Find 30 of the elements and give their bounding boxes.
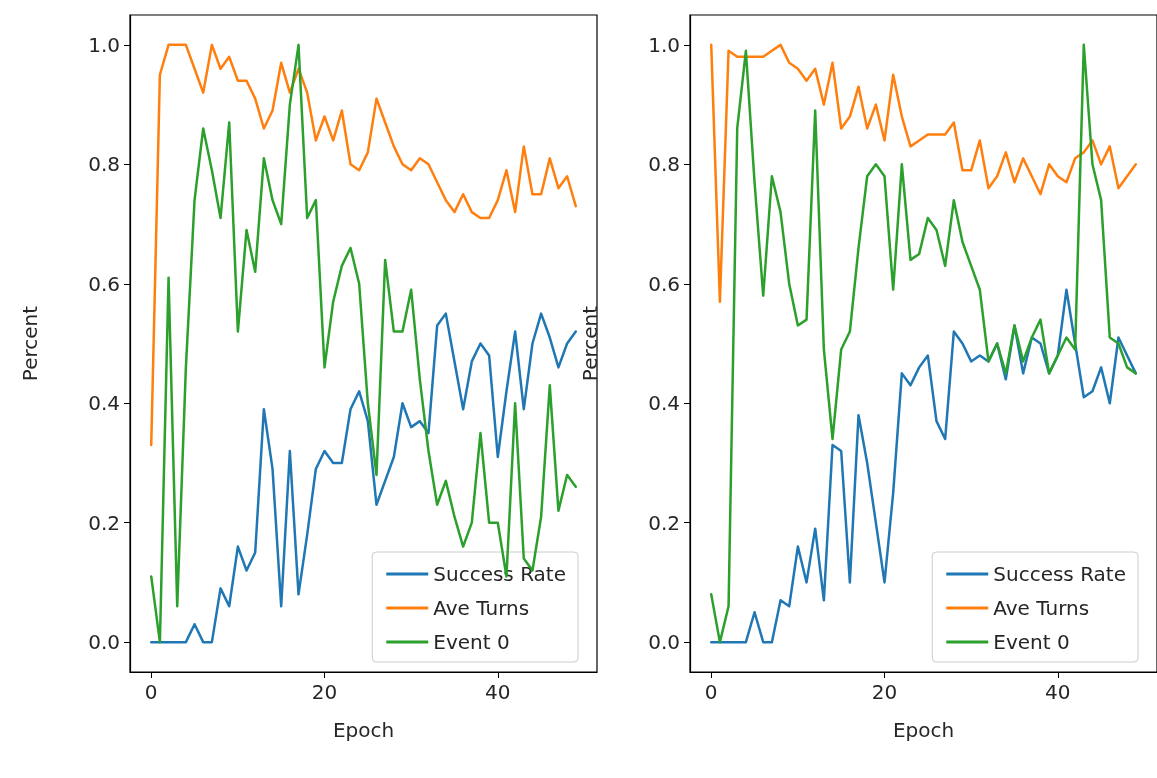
legend-label: Ave Turns [993, 596, 1090, 620]
legend-label: Success Rate [993, 562, 1127, 586]
y-tick-label: 0.2 [648, 510, 680, 535]
line-series [149, 43, 578, 447]
legend-label: Success Rate [433, 562, 567, 586]
y-tick-label: 0.6 [648, 271, 680, 296]
y-tick-label: 0.8 [648, 152, 680, 177]
x-tick-label: 40 [1045, 680, 1071, 704]
legend-label: Ave Turns [433, 596, 530, 620]
y-tick-label: 1.0 [648, 32, 680, 57]
x-axis-title: Epoch [332, 718, 395, 742]
x-tick-label: 0 [704, 680, 718, 704]
legend-label: Event 0 [993, 630, 1070, 654]
y-axis-title: Percent [578, 305, 602, 382]
y-tick-label: 0.4 [648, 391, 680, 416]
x-tick-label: 0 [144, 680, 158, 704]
y-tick-label: 0.0 [648, 630, 680, 655]
y-tick-label: 0.6 [88, 271, 120, 296]
y-tick-label: 0.4 [88, 391, 120, 416]
x-axis-title: Epoch [892, 718, 955, 742]
y-tick-label: 0.8 [88, 152, 120, 177]
x-tick-label: 20 [311, 680, 338, 704]
x-tick-label: 40 [485, 680, 511, 704]
x-tick-label: 20 [871, 680, 898, 704]
y-axis-title: Percent [18, 305, 42, 382]
line-series [709, 43, 1138, 303]
y-tick-label: 0.2 [88, 510, 120, 535]
y-tick-label: 1.0 [88, 32, 120, 57]
y-tick-label: 0.0 [88, 630, 120, 655]
legend-label: Event 0 [433, 630, 510, 654]
